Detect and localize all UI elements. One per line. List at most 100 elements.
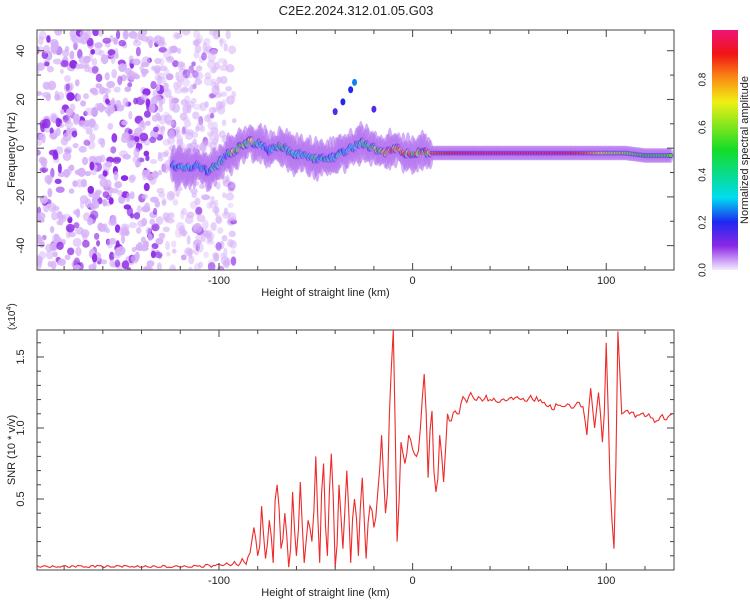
noise-blob: [37, 234, 43, 244]
noise-blob: [217, 265, 225, 270]
noise-blob: [134, 161, 142, 167]
noise-blob: [210, 127, 219, 134]
noise-blob: [91, 253, 98, 263]
noise-blob: [219, 64, 228, 72]
noise-blob: [91, 57, 98, 66]
noise-blob: [56, 220, 61, 226]
noise-blob: [218, 38, 227, 44]
noise-blob: [183, 120, 192, 128]
noise-blob: [169, 101, 176, 112]
noise-blob: [227, 187, 235, 193]
x-tick-label: -100: [208, 275, 230, 287]
noise-blob: [203, 251, 209, 259]
x-tick-label: 100: [597, 275, 615, 287]
noise-blob: [201, 140, 210, 146]
noise-blob: [109, 187, 119, 194]
y-axis-label: SNR (10 * v/v): [6, 415, 18, 485]
noise-blob: [212, 66, 218, 73]
noise-blob: [112, 251, 122, 259]
noise-blob: [105, 98, 110, 104]
noise-blob: [42, 81, 50, 90]
noise-blob: [122, 97, 129, 108]
noise-blob: [227, 181, 236, 192]
noise-blob: [90, 48, 96, 55]
noise-blob: [102, 162, 111, 172]
noise-blob: [227, 202, 234, 209]
colorbar-tick-label: 0.8: [698, 72, 709, 86]
noise-blob: [140, 120, 145, 128]
noise-blob: [206, 229, 213, 237]
noise-blob: [194, 44, 202, 53]
noise-blob: [61, 215, 67, 223]
noise-blob: [57, 91, 65, 101]
noise-blob: [110, 54, 116, 65]
noise-blob: [87, 185, 95, 194]
noise-blob: [214, 82, 220, 91]
noise-blob: [91, 90, 99, 96]
y-tick-label: 20: [15, 93, 27, 105]
x-tick-label: 0: [410, 275, 416, 287]
noise-blob: [188, 255, 195, 265]
noise-blob: [159, 125, 166, 132]
noise-blob: [46, 65, 54, 73]
noise-blob: [212, 206, 220, 214]
x-tick-label: 100: [597, 575, 615, 587]
noise-blob: [128, 30, 138, 39]
noise-blob: [37, 64, 40, 72]
noise-blob: [166, 55, 174, 62]
noise-blob: [180, 98, 188, 105]
multiplier-base: (x10: [7, 310, 18, 330]
noise-blob: [135, 46, 141, 57]
noise-blob: [193, 248, 200, 256]
noise-blob: [165, 120, 175, 126]
noise-blob: [60, 137, 69, 146]
noise-blob: [181, 207, 188, 216]
noise-blob: [72, 180, 78, 188]
noise-blob: [60, 60, 69, 68]
noise-blob: [142, 169, 149, 177]
noise-blob: [214, 132, 220, 142]
noise-blob: [185, 129, 195, 136]
noise-blob: [225, 64, 235, 73]
noise-blob: [97, 30, 104, 37]
noise-blob: [136, 205, 142, 214]
noise-blob: [66, 92, 75, 102]
noise-blob: [192, 111, 200, 120]
y-tick-label: 1.0: [15, 420, 27, 435]
noise-blob: [92, 260, 97, 270]
noise-blob: [37, 91, 43, 97]
noise-blob: [88, 52, 93, 62]
noise-blob: [150, 80, 157, 90]
noise-blob: [67, 231, 77, 238]
noise-blob: [114, 224, 121, 233]
noise-blob: [165, 73, 174, 81]
noise-blob: [160, 151, 169, 158]
plot-frame: [36, 329, 675, 571]
noise-blob: [193, 40, 200, 47]
noise-blob: [199, 142, 207, 153]
noise-blob: [182, 125, 189, 135]
noise-blob: [97, 222, 104, 231]
noise-blob: [106, 80, 116, 89]
noise-blob: [158, 232, 166, 239]
noise-blob: [136, 241, 143, 252]
noise-blob: [223, 247, 228, 258]
noise-blob: [204, 72, 212, 80]
noise-blob: [77, 167, 86, 177]
y-tick-label: 1.5: [15, 349, 27, 364]
noise-blob: [208, 106, 217, 114]
ridge-mark: [668, 153, 673, 158]
noise-blob: [133, 212, 141, 220]
noise-blob: [54, 178, 62, 185]
noise-blob: [165, 251, 171, 257]
noise-blob: [204, 101, 209, 108]
noise-blob: [50, 260, 57, 270]
noise-blob: [140, 94, 148, 101]
noise-blob: [175, 221, 185, 231]
noise-blob: [131, 247, 137, 253]
noise-blob: [141, 205, 151, 213]
noise-blob: [45, 249, 54, 260]
noise-blob: [196, 65, 203, 72]
noise-blob: [124, 86, 132, 93]
noise-blob: [182, 69, 191, 79]
